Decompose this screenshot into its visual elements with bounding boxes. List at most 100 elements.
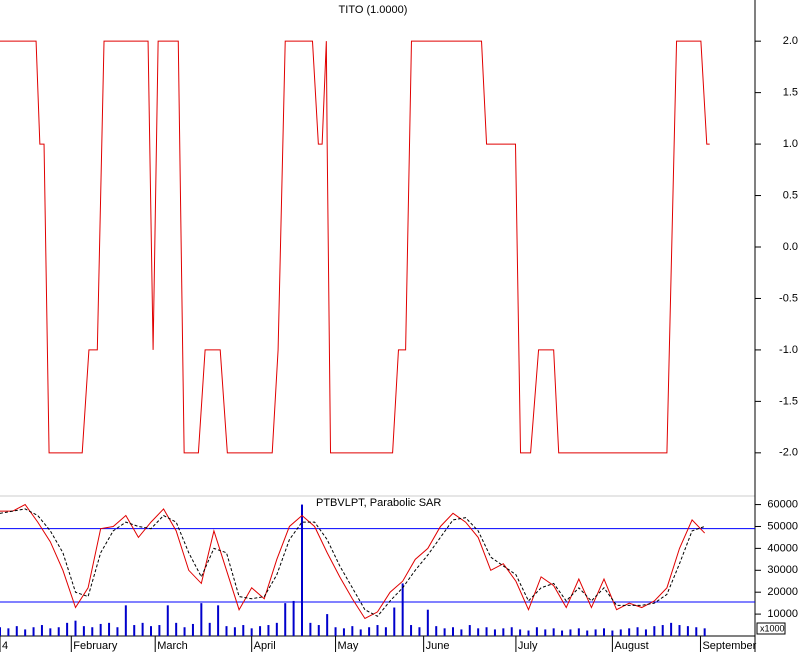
volume-bar — [40, 625, 43, 636]
volume-bar — [485, 627, 488, 636]
volume-bar — [116, 627, 119, 636]
volume-bar — [225, 626, 228, 636]
volume-bar — [275, 622, 278, 636]
volume-bar — [502, 628, 505, 636]
volume-bar — [166, 605, 169, 636]
volume-bar — [477, 628, 480, 636]
volume-bar — [401, 583, 404, 636]
volume-bar — [0, 627, 1, 636]
volume-bar — [468, 625, 471, 636]
y-tick-label: 40000 — [767, 542, 798, 554]
volume-bar — [200, 603, 203, 636]
x-tick-label: July — [518, 640, 538, 652]
volume-bar — [301, 504, 303, 636]
volume-bar — [443, 628, 446, 636]
y-tick-label: -1.0 — [779, 344, 798, 356]
chart-title: TITO (1.0000) — [339, 4, 408, 16]
x-tick-label: June — [426, 640, 450, 652]
volume-bar — [368, 627, 371, 636]
volume-bar — [678, 625, 681, 636]
volume-bar — [452, 627, 454, 636]
chart-title: PTBVLPT, Parabolic SAR — [316, 497, 441, 509]
volume-bar — [175, 622, 178, 636]
volume-bar — [250, 628, 253, 636]
volume-bar — [628, 628, 631, 636]
y-tick-label: 0.5 — [783, 189, 798, 201]
volume-bar — [183, 627, 186, 636]
y-tick-label: 1.5 — [783, 87, 798, 99]
volume-bar — [124, 605, 127, 636]
volume-bar — [384, 627, 387, 636]
volume-bar — [259, 626, 262, 636]
volume-bar — [535, 627, 538, 636]
x-tick-label: September — [702, 640, 756, 652]
volume-bar — [561, 630, 564, 636]
volume-bar — [619, 629, 622, 636]
volume-bar — [15, 626, 18, 636]
volume-bar — [242, 625, 245, 636]
volume-bar — [393, 607, 396, 636]
y-tick-label: 20000 — [767, 586, 798, 598]
volume-bar — [141, 622, 144, 636]
volume-bar — [569, 629, 572, 636]
volume-bar — [7, 628, 10, 636]
y-tick-label: -2.0 — [779, 447, 798, 459]
volume-bar — [376, 625, 379, 636]
volume-bar — [208, 622, 211, 636]
x-tick-label: April — [254, 640, 276, 652]
x-tick-label: March — [157, 640, 188, 652]
volume-bar — [435, 626, 438, 636]
volume-bar — [661, 625, 664, 636]
volume-bar — [99, 623, 102, 636]
volume-bar — [217, 605, 220, 636]
volume-bar — [636, 627, 639, 636]
volume-bar — [133, 625, 136, 636]
volume-bar — [309, 622, 312, 636]
volume-bar — [544, 629, 547, 636]
volume-bar — [644, 629, 647, 636]
volume-bar — [493, 629, 496, 636]
volume-bar — [686, 626, 689, 636]
y-tick-label: 10000 — [767, 608, 798, 620]
volume-bar — [695, 627, 698, 636]
volume-bar — [267, 625, 270, 636]
volume-bar — [460, 629, 463, 636]
volume-bar — [284, 603, 287, 636]
y-tick-label: -1.5 — [779, 395, 798, 407]
volume-bar — [82, 626, 85, 636]
volume-bar — [326, 614, 329, 636]
x-tick-label: 4 — [2, 640, 8, 652]
volume-bar — [426, 609, 429, 636]
volume-bar — [292, 600, 295, 636]
volume-bar — [519, 629, 522, 636]
x-tick-label: February — [73, 640, 118, 652]
volume-bar — [359, 629, 362, 636]
unit-box — [756, 622, 786, 635]
volume-bar — [91, 627, 94, 636]
volume-bar — [66, 622, 69, 636]
volume-bar — [594, 629, 597, 636]
series-line — [0, 503, 706, 620]
volume-bar — [670, 622, 673, 636]
volume-bar — [653, 626, 656, 636]
x-tick-label: August — [614, 640, 648, 652]
volume-bar — [577, 628, 580, 636]
volume-bar — [552, 628, 555, 636]
volume-bar — [418, 627, 421, 636]
volume-bar — [586, 630, 589, 636]
volume-bar — [191, 623, 194, 636]
volume-bar — [108, 622, 111, 636]
series-line — [0, 40, 710, 454]
volume-bar — [603, 628, 605, 636]
y-tick-label: 60000 — [767, 498, 798, 510]
volume-bar — [32, 627, 35, 636]
y-tick-label: 0.0 — [783, 241, 798, 253]
unit-label: x1000 — [760, 623, 785, 633]
volume-bar — [49, 628, 52, 636]
y-tick-label: 1.0 — [783, 138, 798, 150]
volume-bar — [74, 620, 77, 636]
y-tick-label: -0.5 — [779, 292, 798, 304]
volume-bar — [57, 627, 60, 636]
volume-bar — [334, 627, 337, 636]
